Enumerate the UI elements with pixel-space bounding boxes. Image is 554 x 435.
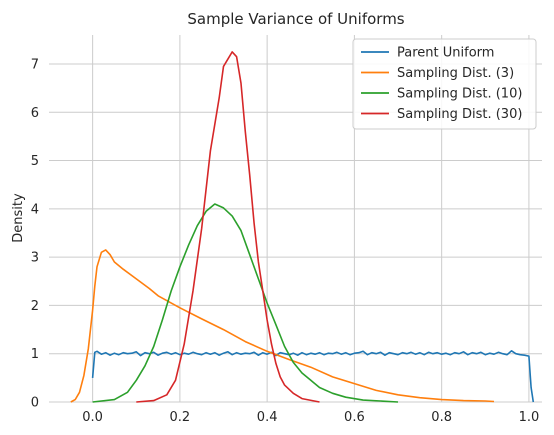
y-tick-label: 3 <box>31 251 39 266</box>
y-tick-label: 0 <box>31 396 39 411</box>
series-layer <box>70 51 535 403</box>
legend-label: Parent Uniform <box>397 46 494 61</box>
x-tick-label: 0.4 <box>257 410 278 425</box>
legend: Parent Uniform Sampling Dist. (3) Sampling… <box>352 38 537 130</box>
x-tick-label: 0.2 <box>170 410 191 425</box>
legend-label: Sampling Dist. (3) <box>397 66 514 81</box>
y-tick-label: 4 <box>31 202 39 217</box>
y-tick-label: 5 <box>31 154 39 169</box>
x-tick-label: 1.0 <box>519 410 540 425</box>
series-line-sampling-dist-10 <box>92 203 399 403</box>
axis-layer: 0.0 0.2 0.4 0.6 0.8 1.0 0 1 2 3 4 5 6 7 <box>31 57 540 425</box>
series-line-sampling-dist-3 <box>70 249 495 403</box>
chart-title: Sample Variance of Uniforms <box>187 10 404 28</box>
legend-label: Sampling Dist. (10) <box>397 87 522 102</box>
series-line-parent-uniform <box>91 350 535 403</box>
series-line-sampling-dist-30 <box>136 51 320 403</box>
y-tick-label: 2 <box>31 299 39 314</box>
x-tick-label: 0.0 <box>82 410 103 425</box>
legend-box <box>352 38 537 130</box>
y-tick-label: 7 <box>31 57 39 72</box>
y-axis-title: Density <box>11 193 26 243</box>
y-tick-label: 6 <box>31 106 39 121</box>
x-tick-label: 0.8 <box>431 410 452 425</box>
x-tick-label: 0.6 <box>344 410 365 425</box>
legend-label: Sampling Dist. (30) <box>397 107 522 122</box>
y-tick-label: 1 <box>31 347 39 362</box>
